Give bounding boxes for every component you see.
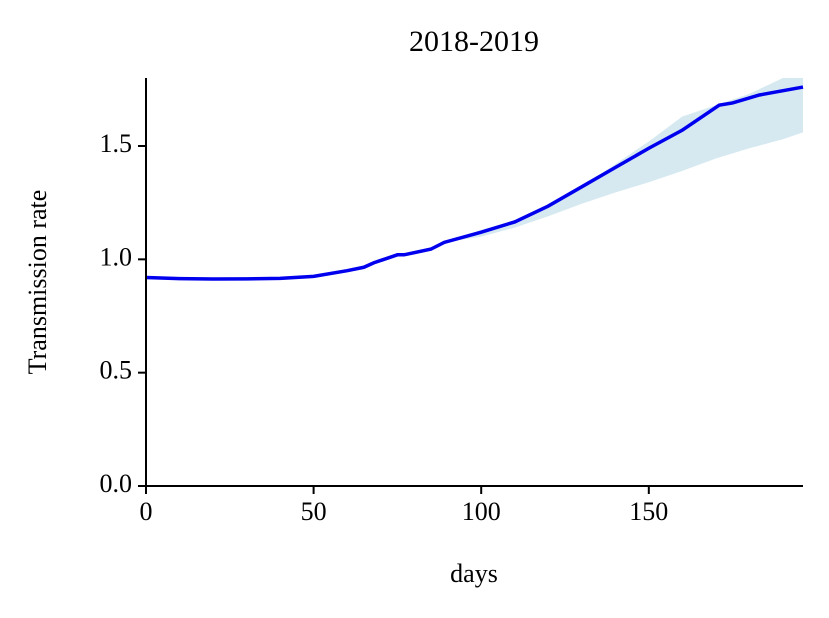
y-axis-label: Transmission rate <box>23 190 52 375</box>
x-tick-label: 100 <box>462 497 501 526</box>
x-tick-label: 50 <box>301 497 327 526</box>
x-axis-label: days <box>450 559 498 588</box>
chart-title: 2018-2019 <box>409 25 539 58</box>
line <box>145 85 804 281</box>
y-tick-label: 1.5 <box>100 129 133 158</box>
x-tick-label: 150 <box>629 497 668 526</box>
confidence-band <box>444 78 803 243</box>
y-tick-label: 0.0 <box>100 469 133 498</box>
y-tick-label: 0.5 <box>100 356 133 385</box>
y-tick-label: 1.0 <box>100 242 133 271</box>
x-tick-label: 0 <box>140 497 153 526</box>
